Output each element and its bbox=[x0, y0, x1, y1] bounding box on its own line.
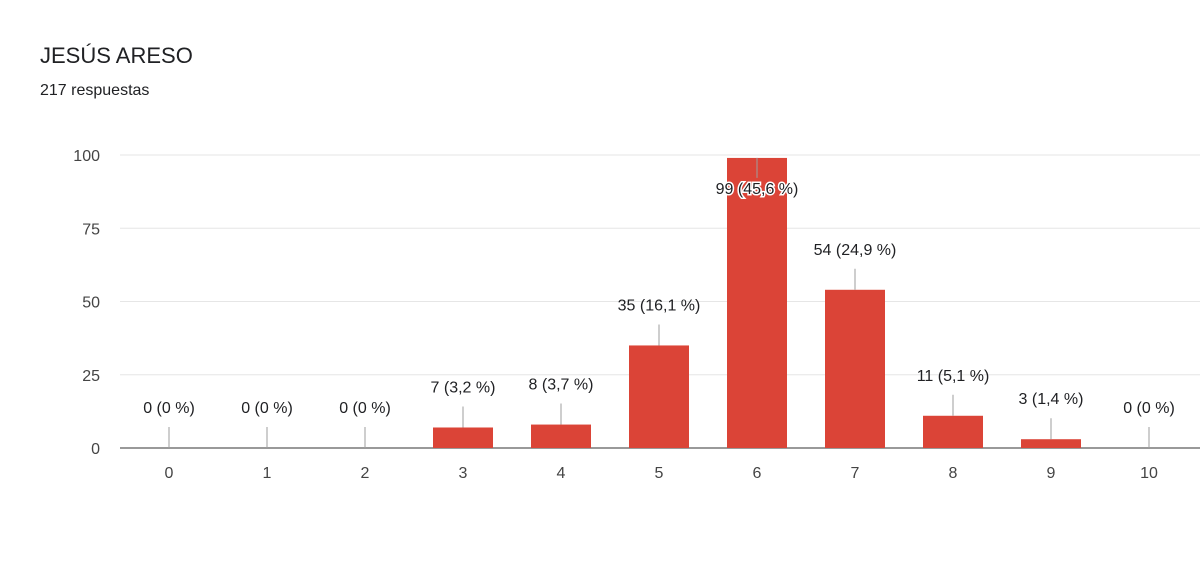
x-tick-label: 7 bbox=[851, 465, 860, 482]
y-tick-label: 0 bbox=[91, 441, 100, 458]
x-tick-label: 6 bbox=[753, 465, 762, 482]
data-label: 3 (1,4 %) bbox=[1019, 391, 1084, 408]
x-tick-label: 3 bbox=[459, 465, 468, 482]
x-tick-label: 5 bbox=[655, 465, 664, 482]
y-tick-label: 50 bbox=[82, 295, 100, 312]
data-label: 99 (45,6 %) bbox=[716, 181, 799, 198]
chart-title: JESÚS ARESO bbox=[40, 43, 193, 68]
bar bbox=[825, 289, 885, 448]
bar bbox=[531, 424, 591, 448]
x-tick-label: 4 bbox=[557, 465, 566, 482]
x-tick-label: 1 bbox=[263, 465, 272, 482]
x-tick-label: 0 bbox=[165, 465, 174, 482]
x-tick-label: 8 bbox=[949, 465, 958, 482]
data-label: 0 (0 %) bbox=[1123, 400, 1175, 417]
x-tick-label: 2 bbox=[361, 465, 370, 482]
data-label: 0 (0 %) bbox=[241, 400, 293, 417]
y-tick-label: 25 bbox=[82, 368, 100, 385]
data-label: 8 (3,7 %) bbox=[529, 377, 594, 394]
y-tick-label: 100 bbox=[73, 148, 100, 165]
bar bbox=[727, 157, 787, 448]
bar bbox=[433, 427, 493, 448]
data-label: 35 (16,1 %) bbox=[618, 297, 701, 314]
x-tick-label: 10 bbox=[1140, 465, 1158, 482]
data-label: 11 (5,1 %) bbox=[917, 368, 990, 385]
bar bbox=[923, 415, 983, 448]
data-label: 7 (3,2 %) bbox=[431, 379, 496, 396]
data-label: 54 (24,9 %) bbox=[814, 242, 897, 259]
response-count: 217 respuestas bbox=[40, 82, 150, 99]
bar bbox=[1021, 439, 1081, 448]
data-label: 0 (0 %) bbox=[339, 400, 391, 417]
x-tick-label: 9 bbox=[1047, 465, 1056, 482]
bar bbox=[629, 345, 689, 448]
data-label: 0 (0 %) bbox=[143, 400, 195, 417]
y-tick-label: 75 bbox=[82, 221, 100, 238]
